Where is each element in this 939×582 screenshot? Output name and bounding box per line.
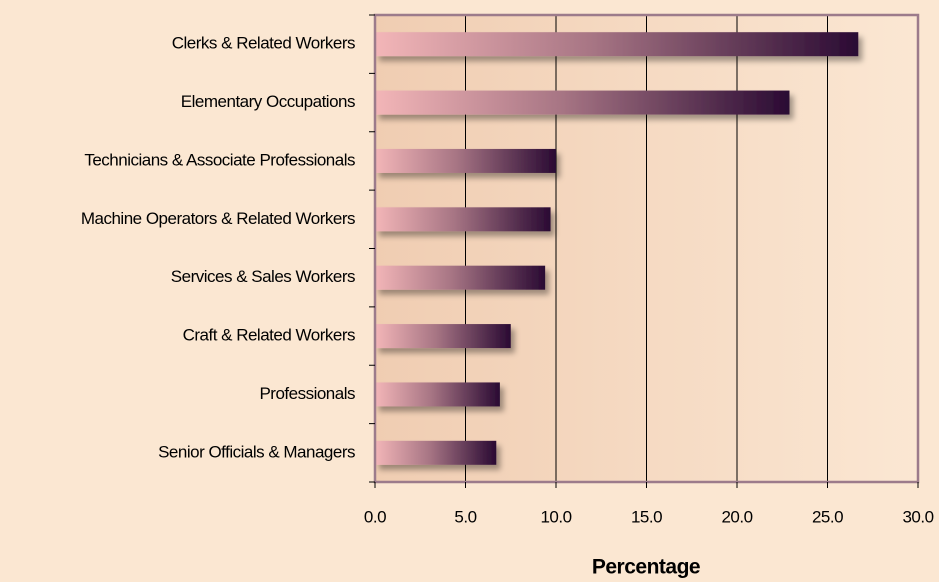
bar	[375, 382, 500, 407]
x-tick-label: 0.0	[364, 507, 386, 526]
x-tick-label: 15.0	[631, 507, 662, 526]
y-tick-label: Craft & Related Workers	[183, 326, 355, 345]
bar	[375, 440, 497, 465]
y-tick-label: Services & Sales Workers	[171, 267, 355, 286]
y-tick-label: Clerks & Related Workers	[172, 34, 355, 53]
x-tick-label: 25.0	[812, 507, 843, 526]
x-tick-label: 5.0	[454, 507, 476, 526]
y-tick-label: Machine Operators & Related Workers	[81, 209, 355, 228]
y-tick-label: Professionals	[259, 384, 355, 403]
bar	[375, 207, 551, 232]
y-tick-label: Technicians & Associate Professionals	[84, 150, 355, 169]
bar	[375, 32, 859, 57]
x-tick-label: 30.0	[902, 507, 933, 526]
x-tick-label: 10.0	[540, 507, 571, 526]
bar	[375, 148, 556, 173]
y-tick-label: Elementary Occupations	[181, 92, 355, 111]
x-tick-label: 20.0	[721, 507, 752, 526]
bar	[375, 90, 790, 115]
bar	[375, 324, 511, 349]
y-tick-label: Senior Officials & Managers	[158, 442, 355, 461]
bar	[375, 265, 546, 290]
x-axis-title: Percentage	[592, 556, 700, 579]
